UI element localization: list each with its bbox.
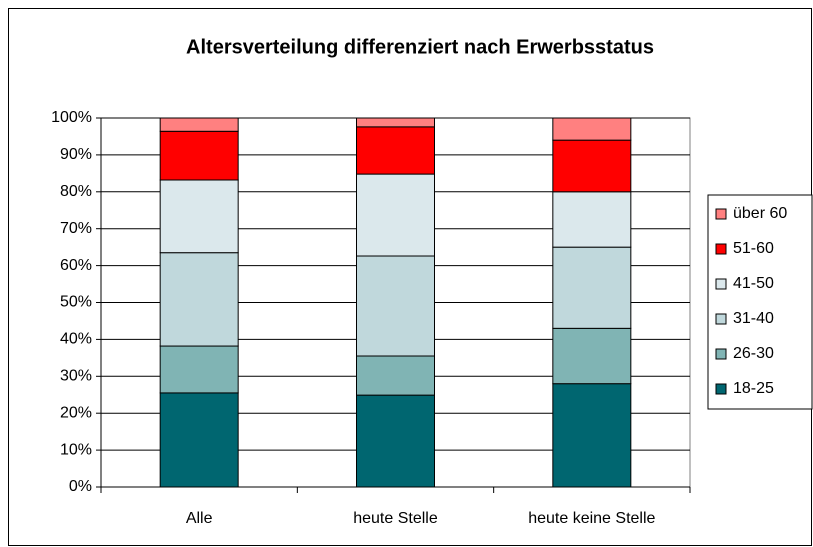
y-tick-label: 100% bbox=[51, 109, 92, 126]
legend-label: 41-50 bbox=[733, 275, 774, 292]
x-tick-label: Alle bbox=[186, 510, 213, 527]
bar-segment bbox=[552, 117, 632, 141]
y-tick-label: 90% bbox=[60, 146, 92, 163]
chart-title: Altersverteilung differenziert nach Erwe… bbox=[186, 36, 654, 58]
legend-label: 31-40 bbox=[733, 310, 774, 327]
y-tick-label: 70% bbox=[60, 220, 92, 237]
bar-segment bbox=[356, 117, 435, 128]
bar-segment bbox=[159, 252, 239, 347]
bar-segment bbox=[159, 130, 239, 181]
bar-segment bbox=[552, 191, 632, 248]
y-tick-label: 0% bbox=[69, 478, 92, 495]
legend-label: 51-60 bbox=[733, 240, 774, 257]
legend-label: 18-25 bbox=[733, 380, 774, 397]
y-tick-label: 10% bbox=[60, 441, 92, 458]
bar-segment bbox=[356, 355, 435, 396]
bar-segment bbox=[159, 392, 239, 488]
legend-label: 26-30 bbox=[733, 345, 774, 362]
y-tick-label: 40% bbox=[60, 331, 92, 348]
bar-segment bbox=[356, 126, 435, 175]
y-tick-label: 50% bbox=[60, 294, 92, 311]
x-tick-label: heute keine Stelle bbox=[528, 510, 655, 527]
legend-swatch bbox=[715, 383, 727, 395]
legend-swatch bbox=[715, 208, 727, 220]
x-tick-label: heute Stelle bbox=[353, 510, 438, 527]
legend-swatch bbox=[715, 278, 727, 290]
bar-segment bbox=[159, 345, 239, 394]
legend-swatch bbox=[715, 313, 727, 325]
bar-segment bbox=[356, 394, 435, 488]
bar-segment bbox=[356, 173, 435, 257]
bar-segment bbox=[159, 117, 239, 132]
bar-segment bbox=[552, 139, 632, 193]
legend-swatch bbox=[715, 348, 727, 360]
y-tick-label: 60% bbox=[60, 257, 92, 274]
bar-segment bbox=[159, 179, 239, 254]
legend-label: über 60 bbox=[733, 205, 787, 222]
legend-box bbox=[707, 194, 813, 410]
bar-segment bbox=[552, 327, 632, 385]
y-tick-label: 20% bbox=[60, 404, 92, 421]
legend-swatch bbox=[715, 243, 727, 255]
bar-segment bbox=[356, 255, 435, 357]
y-tick-label: 30% bbox=[60, 368, 92, 385]
bar-segment bbox=[552, 383, 632, 488]
y-tick-label: 80% bbox=[60, 183, 92, 200]
bar-segment bbox=[552, 246, 632, 329]
